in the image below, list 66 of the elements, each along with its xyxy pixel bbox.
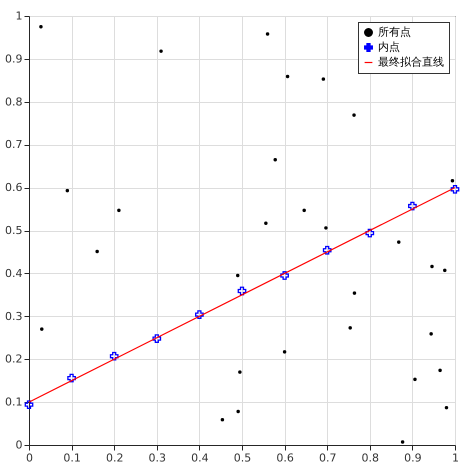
- x-tick-label: 0.7: [318, 452, 336, 464]
- x-tick-label: 0.3: [148, 452, 166, 464]
- point: [67, 374, 76, 382]
- point: [238, 286, 246, 296]
- y-tick-label: 0: [16, 438, 22, 452]
- point: [40, 327, 44, 331]
- point: [322, 246, 332, 255]
- point: [324, 226, 328, 230]
- legend-label: 内点: [378, 40, 400, 54]
- point: [238, 370, 242, 374]
- x-tick-label: 0.2: [106, 452, 124, 464]
- x-tick-label: 1: [452, 452, 459, 464]
- point: [352, 113, 356, 117]
- point: [95, 250, 99, 254]
- point: [286, 74, 290, 78]
- point: [152, 334, 162, 343]
- point: [365, 228, 374, 238]
- point: [159, 49, 163, 53]
- point: [438, 368, 442, 372]
- y-tick-label: 0.6: [5, 181, 22, 194]
- point: [450, 179, 454, 182]
- point: [400, 440, 404, 444]
- point: [220, 418, 224, 422]
- legend-label: 所有点: [378, 26, 411, 38]
- point: [24, 400, 34, 410]
- point: [236, 410, 240, 414]
- point: [266, 32, 270, 36]
- point: [450, 184, 460, 194]
- point: [110, 352, 119, 361]
- point: [236, 274, 240, 278]
- y-tick-label: 0.3: [5, 310, 22, 323]
- point: [280, 271, 289, 280]
- point: [429, 332, 433, 336]
- point: [39, 24, 43, 28]
- y-tick-label: 0.7: [5, 138, 22, 152]
- point: [348, 326, 352, 330]
- x-tick-label: 0.1: [63, 452, 81, 464]
- point: [430, 264, 434, 268]
- x-tick-label: 0.5: [234, 452, 252, 464]
- x-tick-label: 0.4: [191, 452, 209, 464]
- point: [302, 208, 306, 212]
- legend-label: 最终拟合直线: [378, 56, 444, 68]
- point: [352, 291, 356, 295]
- point: [264, 221, 268, 225]
- y-tick-label: 0.9: [5, 52, 22, 66]
- y-tick-label: 0.5: [5, 224, 22, 237]
- point: [413, 378, 417, 382]
- x-tick-label: 0: [26, 452, 33, 464]
- y-tick-label: 0.8: [5, 95, 22, 108]
- point: [408, 202, 417, 210]
- point: [195, 310, 204, 319]
- y-tick-label: 1: [16, 10, 22, 22]
- point: [322, 77, 326, 81]
- x-tick-label: 0.9: [404, 452, 422, 464]
- point: [273, 158, 277, 162]
- y-tick-label: 0.4: [5, 266, 22, 280]
- x-tick-label: 0.6: [276, 452, 294, 464]
- point: [117, 208, 121, 212]
- x-tick-label: 0.8: [362, 452, 380, 464]
- point: [443, 268, 447, 272]
- y-tick-label: 0.2: [5, 352, 22, 366]
- point: [282, 350, 286, 354]
- point: [66, 188, 70, 192]
- point: [444, 406, 448, 410]
- point: [397, 240, 400, 244]
- y-tick-label: 0.1: [5, 396, 22, 409]
